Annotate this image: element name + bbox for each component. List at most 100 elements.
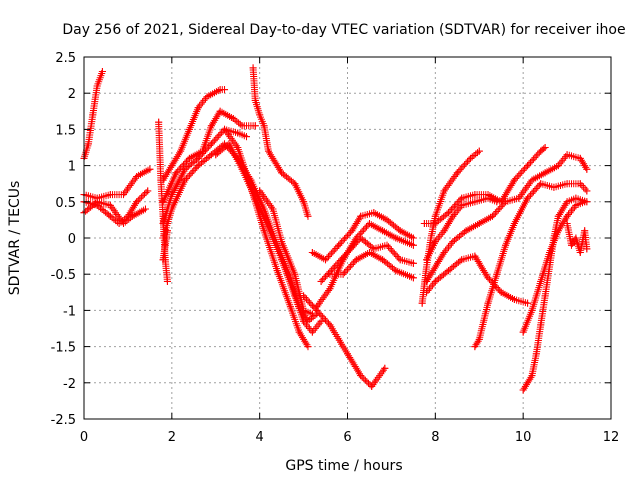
data-point (379, 256, 387, 264)
data-point (431, 238, 439, 246)
data-point (185, 125, 193, 133)
data-point (541, 144, 549, 151)
data-point (528, 176, 536, 184)
data-point (326, 270, 334, 278)
y-tick-label: 1.5 (55, 123, 76, 138)
data-point (423, 256, 431, 264)
data-point (335, 241, 343, 249)
y-tick-label: 0 (68, 232, 76, 247)
data-point (339, 270, 347, 278)
data-point (458, 201, 466, 209)
data-point (445, 267, 453, 275)
data-point (572, 201, 580, 209)
x-tick-label: 4 (256, 430, 264, 445)
data-point (431, 263, 439, 271)
data-point (392, 267, 400, 275)
data-point (159, 256, 167, 264)
data-point (519, 328, 527, 336)
data-point (497, 288, 505, 296)
data-point (528, 372, 536, 380)
data-point (194, 154, 202, 162)
data-point (471, 198, 479, 206)
x-tick-label: 2 (168, 430, 176, 445)
data-point (440, 227, 448, 235)
data-point (295, 328, 303, 336)
data-point (260, 227, 268, 235)
data-point (317, 277, 325, 285)
data-point (159, 198, 167, 206)
data-point (576, 154, 584, 162)
data-point (471, 191, 479, 199)
data-point (229, 115, 237, 123)
data-point (581, 198, 589, 206)
data-point (370, 209, 378, 217)
data-point (431, 277, 439, 285)
data-point (418, 299, 426, 307)
data-point (251, 96, 259, 104)
data-point (234, 144, 242, 151)
data-point (502, 241, 510, 249)
data-point (449, 238, 457, 246)
data-point (462, 227, 470, 235)
data-point (528, 306, 536, 314)
data-point (409, 259, 417, 267)
data-point (352, 256, 360, 264)
data-point (106, 212, 114, 220)
data-point (524, 194, 532, 202)
data-point (308, 248, 316, 256)
data-point (554, 227, 562, 235)
y-tick-label: -0.5 (51, 268, 76, 283)
data-point (546, 248, 554, 256)
data-point (168, 205, 176, 213)
data-point (264, 147, 272, 155)
series-track-l (221, 125, 312, 351)
data-point (300, 306, 308, 314)
data-point (563, 198, 571, 206)
data-point (291, 270, 299, 278)
data-point (488, 212, 496, 220)
series-track-aa (519, 198, 589, 336)
data-point (177, 147, 185, 155)
data-point (365, 248, 373, 256)
data-point (420, 220, 428, 228)
data-point (348, 227, 356, 235)
data-point (249, 64, 257, 72)
data-point (409, 274, 417, 282)
data-point (453, 169, 461, 177)
data-point (409, 234, 417, 242)
x-tick-label: 12 (603, 430, 620, 445)
data-point (317, 317, 325, 325)
data-point (300, 317, 308, 325)
series-track-g (159, 86, 229, 184)
data-point (128, 212, 136, 220)
series-track-w (423, 252, 532, 307)
data-point (98, 67, 106, 75)
series-track-h (159, 107, 259, 206)
series-track-p (308, 209, 417, 264)
data-point (583, 187, 591, 195)
data-point (308, 310, 316, 318)
data-point (396, 256, 404, 264)
y-tick-label: -1 (63, 304, 76, 319)
y-tick-label: 0.5 (55, 196, 76, 211)
data-point (234, 129, 242, 137)
data-point (392, 234, 400, 242)
data-point (120, 220, 128, 228)
data-point (368, 382, 376, 390)
data-point (554, 162, 562, 170)
data-point (357, 234, 365, 242)
data-point (458, 194, 466, 202)
data-point (256, 111, 264, 119)
series-track-f (159, 227, 171, 264)
data-point (493, 270, 501, 278)
data-point (185, 154, 193, 162)
data-point (357, 372, 365, 380)
data-point (541, 292, 549, 300)
data-point (168, 162, 176, 170)
data-point (532, 350, 540, 358)
data-point (576, 180, 584, 188)
y-axis-label: SDTVAR / TECUs (7, 181, 23, 296)
data-point (273, 267, 281, 275)
data-point (572, 194, 580, 202)
